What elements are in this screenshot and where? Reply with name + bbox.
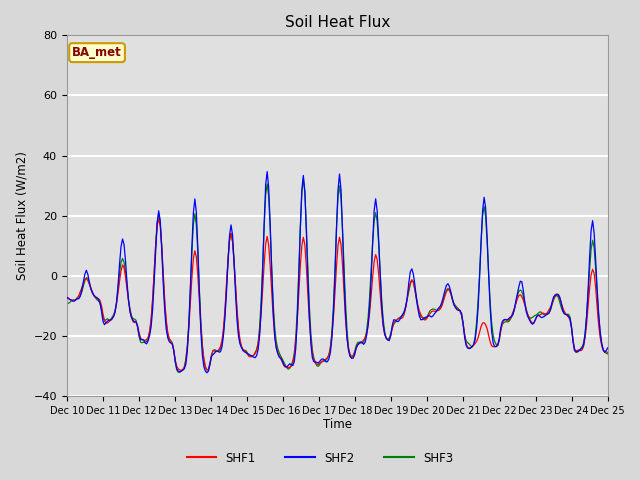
Text: BA_met: BA_met	[72, 46, 122, 59]
Legend: SHF1, SHF2, SHF3: SHF1, SHF2, SHF3	[182, 447, 458, 469]
X-axis label: Time: Time	[323, 419, 352, 432]
Y-axis label: Soil Heat Flux (W/m2): Soil Heat Flux (W/m2)	[15, 151, 28, 280]
Title: Soil Heat Flux: Soil Heat Flux	[285, 15, 390, 30]
